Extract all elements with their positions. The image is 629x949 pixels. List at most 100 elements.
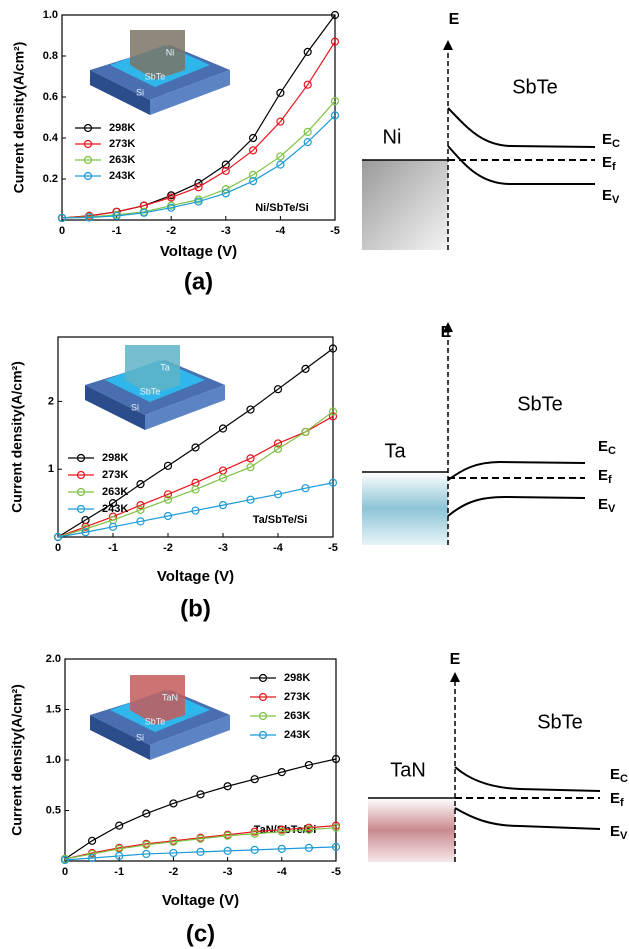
level-label: EC <box>598 438 616 457</box>
y-tick-label: 0.4 <box>43 132 59 144</box>
x-tick-label: 0 <box>62 866 68 878</box>
valence-band <box>448 497 585 516</box>
x-tick-label: -2 <box>166 225 176 237</box>
conduction-band <box>455 767 600 791</box>
y-tick-label: 0.5 <box>46 804 61 816</box>
x-tick-label: -5 <box>330 225 340 237</box>
x-tick-label: -1 <box>112 225 122 237</box>
x-tick-label: 0 <box>59 225 65 237</box>
figure: 0 -1 -2 -3 -4 -5 0.2 0.4 0.6 0.8 1.0 Voltage (V) Cur… <box>0 0 629 949</box>
legend-label: 263K <box>284 710 310 722</box>
inset-label: SbTe <box>145 71 166 81</box>
level-label: EV <box>598 496 616 515</box>
axis-label: E <box>449 11 460 28</box>
level-label: EC <box>610 766 628 785</box>
x-tick-label: -1 <box>108 542 118 554</box>
semiconductor-label: SbTe <box>537 711 583 733</box>
level-symbol: E <box>602 154 612 171</box>
x-tick-label: -3 <box>218 542 228 554</box>
level-label: Ef <box>602 154 616 173</box>
legend-label: 243K <box>284 729 310 741</box>
level-symbol: E <box>610 766 620 783</box>
level-symbol: E <box>602 131 612 148</box>
x-tick-label: -4 <box>273 542 284 554</box>
level-subscript: C <box>620 773 628 785</box>
y-tick-label: 1.0 <box>43 9 58 21</box>
semiconductor-label: SbTe <box>512 76 558 98</box>
annotation: Ni/SbTe/Si <box>255 202 309 214</box>
metal-label: TaN <box>390 759 426 781</box>
x-axis-label: Voltage (V) <box>160 243 237 260</box>
x-tick-label: 0 <box>55 542 61 554</box>
x-tick-label: -2 <box>163 542 173 554</box>
semiconductor-label: SbTe <box>517 393 563 415</box>
axis-arrow <box>443 40 453 50</box>
x-axis-label: Voltage (V) <box>162 892 239 909</box>
metal-block <box>362 160 448 250</box>
level-symbol: E <box>598 496 608 513</box>
level-symbol: E <box>598 467 608 484</box>
metal-block <box>362 472 448 545</box>
x-axis-label: Voltage (V) <box>157 568 234 585</box>
y-tick-label: 1.5 <box>46 703 61 715</box>
level-subscript: f <box>612 161 616 173</box>
level-label: Ef <box>610 790 624 809</box>
legend-label: 263K <box>109 154 135 166</box>
y-axis-label: Current density(A/cm²) <box>11 42 27 194</box>
series-line <box>58 483 333 537</box>
level-label: EC <box>602 131 620 150</box>
level-label: Ef <box>598 467 612 486</box>
x-tick-label: -3 <box>223 866 233 878</box>
y-axis-label: Current density(A/cm²) <box>9 361 25 513</box>
legend-label: 263K <box>102 486 128 498</box>
panel-label: (b) <box>180 595 211 622</box>
x-tick-label: -3 <box>221 225 231 237</box>
legend-label: 273K <box>102 469 128 481</box>
level-symbol: E <box>602 187 612 204</box>
x-tick-label: -5 <box>328 542 338 554</box>
level-subscript: f <box>608 474 612 486</box>
metal-label: Ni <box>383 126 402 148</box>
legend-label: 273K <box>109 138 135 150</box>
x-tick-label: -2 <box>169 866 179 878</box>
axis-label: E <box>441 324 452 341</box>
legend-label: 298K <box>102 452 128 464</box>
legend-label: 243K <box>109 170 135 182</box>
axis-label: E <box>450 651 461 668</box>
inset-label: SbTe <box>140 386 161 396</box>
inset-label: Ni <box>166 47 175 57</box>
metal-label: Ta <box>384 440 406 462</box>
level-subscript: f <box>620 797 624 809</box>
level-subscript: C <box>608 445 616 457</box>
panel-label: (c) <box>186 920 215 947</box>
valence-band <box>455 808 600 829</box>
y-tick-label: 0.6 <box>43 91 58 103</box>
level-label: EV <box>610 823 628 842</box>
x-tick-label: -1 <box>114 866 124 878</box>
panel-label: (a) <box>184 268 213 295</box>
legend-label: 298K <box>284 672 310 684</box>
y-tick-label: 0.2 <box>43 173 58 185</box>
inset-label: Si <box>136 732 144 742</box>
x-tick-label: -5 <box>331 866 341 878</box>
legend-label: 298K <box>109 122 135 134</box>
y-tick-label: 1.0 <box>46 754 61 766</box>
x-tick-label: -4 <box>276 225 287 237</box>
inset-label: Si <box>131 402 139 412</box>
plot-frame <box>62 15 335 220</box>
inset-label: SbTe <box>145 716 166 726</box>
level-subscript: V <box>608 503 616 515</box>
axis-arrow <box>450 672 460 682</box>
y-tick-label: 1 <box>48 463 54 475</box>
level-symbol: E <box>598 438 608 455</box>
level-label: EV <box>602 187 620 206</box>
level-subscript: V <box>612 194 620 206</box>
metal-block <box>368 798 455 862</box>
y-tick-label: 0.8 <box>43 50 58 62</box>
series-line <box>65 759 336 859</box>
level-subscript: C <box>612 138 620 150</box>
series-line <box>62 101 335 218</box>
conduction-band <box>448 108 595 147</box>
annotation: Ta/SbTe/Si <box>253 514 308 526</box>
inset-label: Ta <box>160 362 170 372</box>
